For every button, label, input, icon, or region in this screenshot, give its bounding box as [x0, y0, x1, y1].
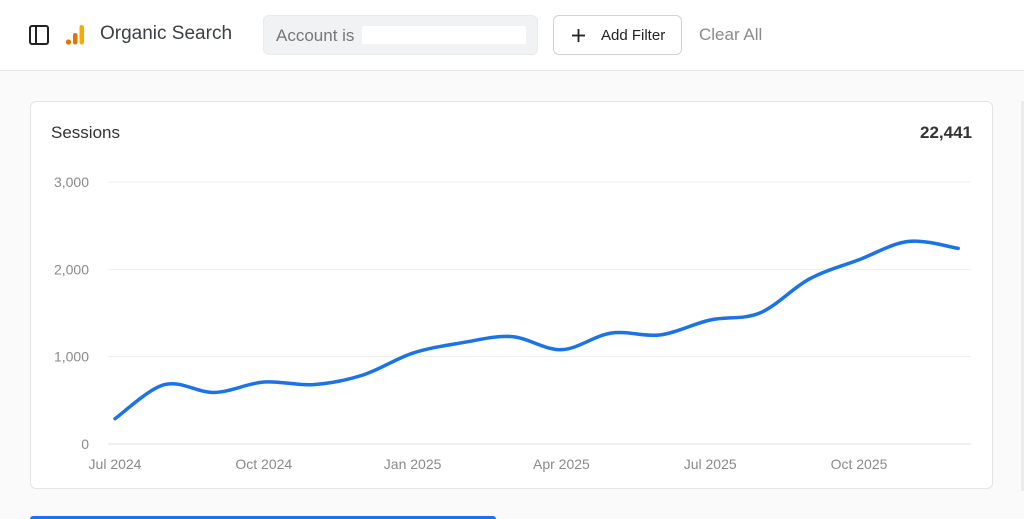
x-tick-label: Oct 2025 — [831, 456, 888, 472]
add-filter-button[interactable]: Add Filter — [553, 15, 682, 55]
sessions-total: 22,441 — [920, 123, 972, 142]
x-tick-label: Oct 2024 — [235, 456, 292, 472]
page-title: Organic Search — [100, 23, 233, 44]
sessions-line-chart: 0 1,000 2,000 3,000 Jul 2024 Oct 2024 Jan 202… — [54, 174, 971, 472]
chart-grid — [108, 181, 971, 445]
adjacent-panel-edge — [1021, 101, 1024, 491]
next-section-bar — [30, 516, 496, 519]
analytics-logo-icon — [65, 25, 84, 45]
y-axis-ticks: 0 1,000 2,000 3,000 — [54, 174, 89, 452]
sessions-card: 0 1,000 2,000 3,000 Jul 2024 Oct 2024 Jan 202… — [30, 101, 993, 489]
x-tick-label: Jul 2025 — [684, 456, 737, 472]
plus-icon — [572, 29, 585, 42]
sessions-series-line — [113, 239, 960, 421]
card-title: Sessions — [51, 123, 120, 142]
y-tick-label: 0 — [81, 436, 89, 452]
top-toolbar: Organic Search Account is Add Filter Cle… — [0, 0, 1024, 71]
x-tick-label: Apr 2025 — [533, 456, 590, 472]
y-tick-label: 3,000 — [54, 174, 89, 190]
account-filter-chip[interactable]: Account is — [263, 15, 538, 55]
account-filter-value — [362, 26, 526, 44]
account-filter-label: Account is — [276, 26, 355, 45]
add-filter-label: Add Filter — [601, 27, 666, 44]
y-tick-label: 2,000 — [54, 261, 89, 277]
sidebar-toggle-icon[interactable] — [28, 24, 50, 46]
x-tick-label: Jan 2025 — [384, 456, 442, 472]
y-tick-label: 1,000 — [54, 349, 89, 365]
x-tick-label: Jul 2024 — [89, 456, 142, 472]
clear-all-link[interactable]: Clear All — [699, 25, 763, 44]
x-axis-ticks: Jul 2024 Oct 2024 Jan 2025 Apr 2025 Jul 2025… — [89, 456, 888, 472]
